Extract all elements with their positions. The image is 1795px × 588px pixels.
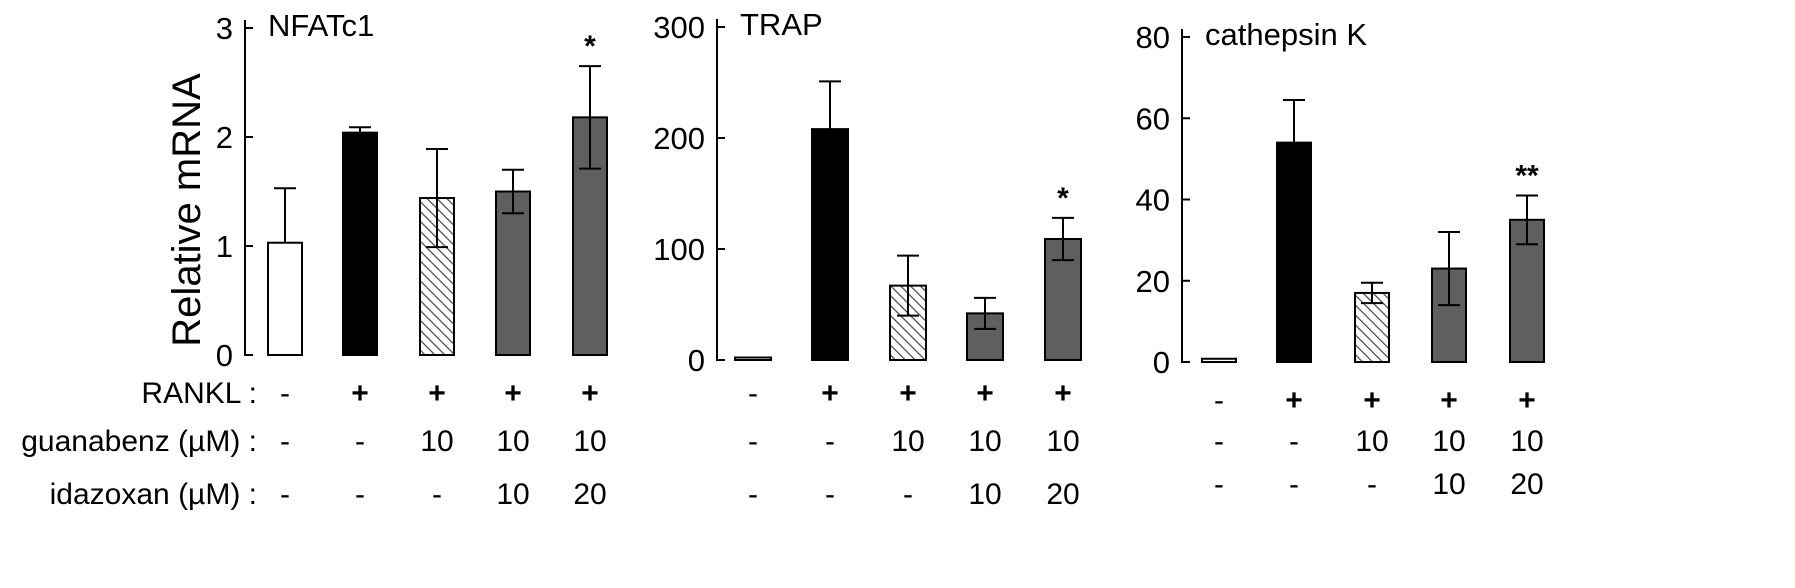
chart-title: cathepsin K bbox=[1205, 17, 1367, 52]
condition-value: 20 bbox=[573, 478, 606, 511]
chart-panel-1: 0 1 2 3 NFATc1 * bbox=[216, 8, 608, 373]
bar bbox=[342, 131, 378, 356]
condition-value: 10 bbox=[1355, 425, 1388, 458]
y-tick-label: 3 bbox=[216, 11, 233, 46]
condition-value: + bbox=[1363, 384, 1381, 417]
condition-table: RANKL : - + + + + - + + + + - + + + +guanabenz (µM) :--… bbox=[21, 377, 1543, 511]
condition-value: + bbox=[581, 377, 599, 410]
condition-value: - bbox=[1367, 468, 1377, 501]
condition-value: + bbox=[1440, 384, 1458, 417]
y-tick-label: 300 bbox=[653, 10, 705, 45]
condition-value: - bbox=[432, 478, 442, 511]
condition-value: - bbox=[355, 425, 365, 458]
condition-value: - bbox=[280, 377, 290, 410]
bar bbox=[267, 241, 303, 356]
condition-value: 20 bbox=[1046, 478, 1079, 511]
condition-value: - bbox=[280, 425, 290, 458]
y-tick-label: 20 bbox=[1136, 264, 1170, 299]
condition-value: 10 bbox=[968, 425, 1001, 458]
condition-value: - bbox=[1214, 384, 1224, 417]
condition-value: - bbox=[825, 425, 835, 458]
bar bbox=[1431, 267, 1467, 363]
condition-value: 10 bbox=[573, 425, 606, 458]
condition-value: - bbox=[280, 478, 290, 511]
condition-value: 10 bbox=[420, 425, 453, 458]
condition-value: - bbox=[1214, 425, 1224, 458]
condition-value: - bbox=[748, 425, 758, 458]
y-tick-label: 200 bbox=[653, 121, 705, 156]
bar bbox=[1201, 357, 1237, 363]
condition-value: - bbox=[748, 377, 758, 410]
condition-value: + bbox=[351, 377, 369, 410]
condition-value: - bbox=[1289, 468, 1299, 501]
condition-value: + bbox=[821, 377, 839, 410]
bar bbox=[495, 190, 531, 356]
bar bbox=[734, 356, 772, 361]
condition-value: 10 bbox=[891, 425, 924, 458]
condition-value: + bbox=[899, 377, 917, 410]
condition-value: 10 bbox=[1432, 425, 1465, 458]
condition-value: + bbox=[1054, 377, 1072, 410]
condition-value: - bbox=[1214, 468, 1224, 501]
significance-marker: * bbox=[584, 30, 596, 63]
y-tick-label: 100 bbox=[653, 232, 705, 267]
chart-title: TRAP bbox=[740, 7, 823, 42]
condition-value: 20 bbox=[1510, 468, 1543, 501]
y-tick-label: 2 bbox=[216, 120, 233, 155]
y-tick-label: 1 bbox=[216, 229, 233, 264]
condition-value: 10 bbox=[496, 478, 529, 511]
significance-marker: ** bbox=[1515, 159, 1539, 192]
condition-value: - bbox=[825, 478, 835, 511]
condition-value: - bbox=[1289, 425, 1299, 458]
condition-value: + bbox=[976, 377, 994, 410]
y-tick-label: 0 bbox=[688, 343, 705, 378]
y-tick-label: 0 bbox=[216, 338, 233, 373]
chart-title: NFATc1 bbox=[268, 8, 374, 43]
condition-value: - bbox=[355, 478, 365, 511]
charts: 0 1 2 3 NFATc1 * 0 100 200 300 TRAP * 0 20 40 60 80 cathe… bbox=[216, 7, 1545, 380]
condition-value: 10 bbox=[1432, 468, 1465, 501]
y-tick-label: 0 bbox=[1153, 345, 1170, 380]
y-tick-label: 80 bbox=[1136, 20, 1170, 55]
condition-value: + bbox=[1518, 384, 1536, 417]
significance-marker: * bbox=[1057, 182, 1069, 215]
condition-value: - bbox=[903, 478, 913, 511]
condition-value: + bbox=[428, 377, 446, 410]
y-tick-label: 40 bbox=[1136, 183, 1170, 218]
condition-value: + bbox=[504, 377, 522, 410]
condition-value: 10 bbox=[1510, 425, 1543, 458]
condition-value: 10 bbox=[1046, 425, 1079, 458]
condition-value: + bbox=[1285, 384, 1303, 417]
condition-value: - bbox=[748, 478, 758, 511]
condition-label-rankl: RANKL : bbox=[141, 377, 257, 410]
y-axis-label: Relative mRNA bbox=[165, 73, 209, 347]
condition-value: 10 bbox=[968, 478, 1001, 511]
condition-label-idazoxan: idazoxan (µM) : bbox=[50, 478, 257, 511]
chart-panel-3: 0 20 40 60 80 cathepsin K ** bbox=[1136, 17, 1545, 380]
chart-panel-2: 0 100 200 300 TRAP * bbox=[653, 7, 1082, 378]
condition-value: 10 bbox=[496, 425, 529, 458]
condition-label-guanabenz: guanabenz (µM) : bbox=[21, 425, 257, 458]
y-tick-label: 60 bbox=[1136, 101, 1170, 136]
